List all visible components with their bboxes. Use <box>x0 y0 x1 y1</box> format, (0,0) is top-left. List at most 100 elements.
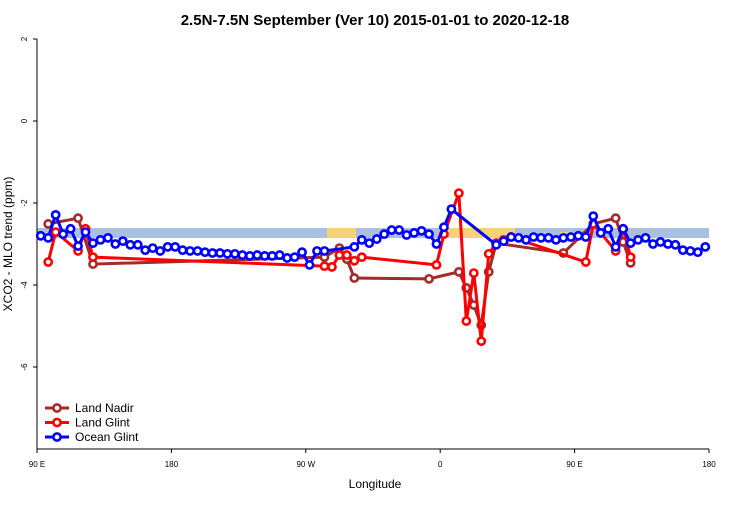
y-tick-label: -6 <box>20 363 29 371</box>
data-point <box>670 239 681 250</box>
data-point <box>177 245 188 256</box>
data-point <box>327 262 337 272</box>
data-point <box>558 232 569 243</box>
land-strip <box>327 228 356 238</box>
land-strip <box>440 228 515 238</box>
data-point <box>588 211 599 222</box>
data-point <box>371 234 382 244</box>
data-point <box>319 261 330 272</box>
data-point <box>125 239 136 250</box>
series-line <box>46 192 633 342</box>
x-tick-label: 180 <box>702 460 716 469</box>
data-point <box>356 234 367 245</box>
data-point <box>603 223 614 234</box>
legend-label: Land Glint <box>75 416 130 430</box>
data-point <box>356 252 367 263</box>
data-point <box>43 257 54 267</box>
y-tick-label: -4 <box>20 281 29 289</box>
x-tick-label: 180 <box>165 460 179 469</box>
data-point <box>580 257 591 267</box>
data-point <box>439 222 449 233</box>
data-point <box>498 236 509 247</box>
data-point <box>259 250 270 261</box>
legend-label: Land Nadir <box>75 401 134 415</box>
data-point <box>185 246 195 256</box>
data-point <box>50 209 61 220</box>
data-point <box>103 232 113 243</box>
data-point <box>461 316 472 326</box>
data-point <box>132 239 143 250</box>
data-point <box>663 239 673 249</box>
ocean-strip <box>37 228 709 238</box>
data-point <box>551 234 561 245</box>
data-point <box>424 229 434 240</box>
data-point <box>468 268 479 279</box>
data-point <box>65 223 76 234</box>
data-point <box>200 247 210 258</box>
data-point <box>625 238 636 249</box>
data-point <box>394 225 405 235</box>
data-point <box>648 239 658 249</box>
y-tick-label: 2 <box>20 36 29 41</box>
data-point <box>692 247 703 258</box>
data-point <box>685 246 696 256</box>
data-point <box>162 241 173 252</box>
x-tick-label: 90 W <box>296 460 315 469</box>
data-point <box>140 245 151 256</box>
legend-label: Ocean Glint <box>75 430 139 444</box>
data-point <box>379 229 390 240</box>
data-point <box>155 246 166 256</box>
data-point <box>483 248 494 259</box>
y-tick-label: -2 <box>20 199 29 207</box>
data-point <box>304 260 315 270</box>
data-point <box>610 213 621 224</box>
y-tick-label: 0 <box>20 118 29 123</box>
data-point <box>215 248 225 258</box>
data-point <box>625 252 636 263</box>
data-point <box>349 255 360 266</box>
data-point <box>289 252 300 263</box>
data-point <box>416 225 427 236</box>
data-point <box>229 248 240 259</box>
data-point <box>88 238 98 249</box>
data-point <box>528 232 539 242</box>
data-point <box>50 227 61 238</box>
data-point <box>506 232 517 242</box>
data-point <box>73 241 83 251</box>
data-point <box>513 232 524 243</box>
data-point <box>282 253 293 263</box>
x-axis-label: Longitude <box>349 477 402 491</box>
data-point <box>677 245 688 256</box>
data-point <box>312 246 322 256</box>
data-point <box>117 236 128 247</box>
data-point <box>595 228 606 238</box>
data-point <box>453 188 464 199</box>
data-point <box>73 213 83 224</box>
data-point <box>319 246 330 256</box>
data-point <box>43 232 54 243</box>
data-point <box>147 243 158 253</box>
data-point <box>401 230 412 240</box>
data-point <box>267 250 278 261</box>
data-point <box>543 232 554 243</box>
data-point <box>431 239 442 249</box>
data-point <box>640 232 651 243</box>
data-point <box>349 241 360 252</box>
data-point <box>222 248 233 259</box>
data-point <box>349 273 360 283</box>
data-point <box>491 239 502 250</box>
data-point <box>610 241 621 252</box>
data-point <box>580 232 591 242</box>
x-tick-label: 90 E <box>566 460 582 469</box>
data-point <box>244 250 255 261</box>
chart-title: 2.5N-7.5N September (Ver 10) 2015-01-01 … <box>181 12 570 29</box>
data-point <box>252 250 263 260</box>
data-point <box>88 252 98 263</box>
data-point <box>476 336 487 347</box>
data-point <box>386 225 397 235</box>
data-point <box>95 234 106 245</box>
data-point <box>431 260 442 270</box>
data-point <box>110 239 121 249</box>
data-point <box>192 246 203 256</box>
